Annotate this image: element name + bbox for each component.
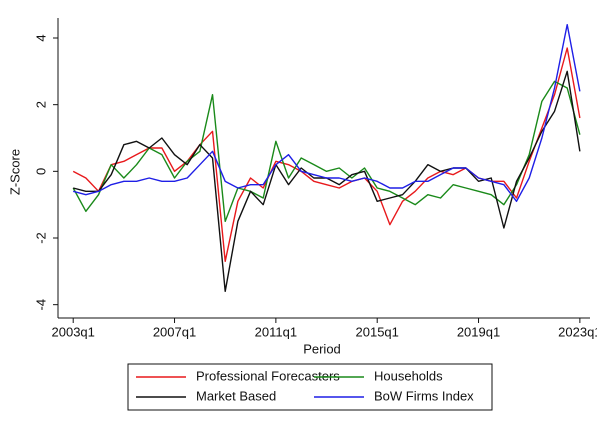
y-tick-label: 0 (33, 168, 48, 175)
x-axis-title: Period (303, 341, 341, 356)
legend-label: Professional Forecasters (196, 368, 340, 383)
series-line (72, 47, 581, 263)
x-tick-label: 2003q1 (52, 324, 95, 339)
y-tick-label: 2 (33, 101, 48, 108)
x-tick-label: 2007q1 (153, 324, 196, 339)
x-tick-label: 2015q1 (356, 324, 399, 339)
y-axis-title: Z-Score (7, 149, 22, 195)
x-tick-label: 2023q1 (558, 324, 597, 339)
x-tick-label: 2011q1 (255, 324, 297, 339)
x-tick-label: 2019q1 (457, 324, 500, 339)
y-tick-label: 4 (33, 34, 48, 41)
legend-label: BoW Firms Index (374, 388, 474, 403)
legend-label: Households (374, 368, 443, 383)
y-tick-label: -2 (33, 232, 48, 244)
y-tick-label: -4 (33, 299, 48, 311)
series-line (73, 23, 581, 203)
legend-label: Market Based (196, 388, 276, 403)
legend-box (127, 363, 493, 411)
series-line (72, 80, 581, 223)
